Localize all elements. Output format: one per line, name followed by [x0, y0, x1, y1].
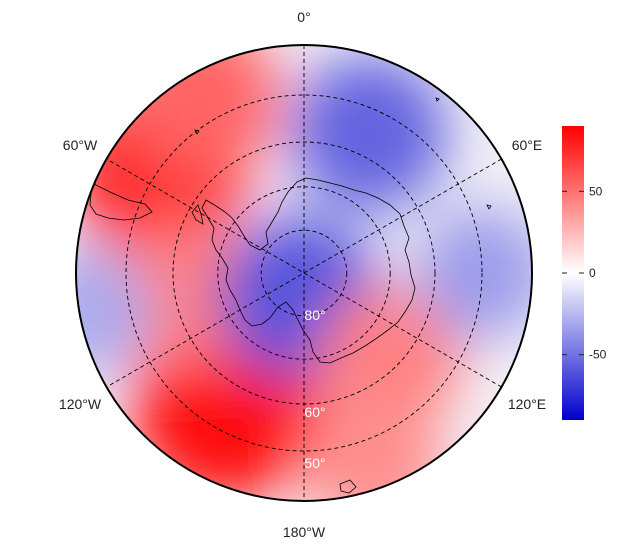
- lon-label-120e: 120°E: [508, 396, 546, 412]
- lon-label-0: 0°: [297, 9, 310, 25]
- coastlines: [89, 97, 492, 494]
- anomaly-blob: [124, 45, 281, 176]
- lat-label-50: 50°: [304, 455, 325, 471]
- colorbar: 50 0 -50: [562, 126, 607, 420]
- new-zealand-coast: [339, 479, 357, 494]
- colorbar-gradient: [562, 126, 584, 420]
- lon-label-180w: 180°W: [283, 524, 326, 540]
- colorbar-tick-label: -50: [589, 348, 607, 362]
- latitude-circle: [260, 229, 348, 317]
- latitude-circle: [217, 186, 391, 360]
- island-a: [194, 129, 200, 135]
- colorbar-tick-label: 0: [589, 266, 596, 280]
- anomaly-field: [76, 45, 532, 501]
- lat-label-80: 80°: [304, 307, 325, 323]
- latitude-circle: [125, 94, 483, 452]
- anomaly-blob: [291, 55, 448, 212]
- island-c: [435, 97, 440, 102]
- colorbar-ticks: 50 0 -50: [562, 184, 607, 362]
- map-boundary: [75, 44, 533, 502]
- graticule: [106, 45, 502, 501]
- lon-label-60w: 60°W: [63, 137, 98, 153]
- colorbar-tick-label: 50: [589, 184, 603, 198]
- meridian-line: [106, 158, 502, 388]
- lon-label-120w: 120°W: [59, 396, 102, 412]
- lat-label-60: 60°: [304, 404, 325, 420]
- lon-label-60e: 60°E: [512, 137, 543, 153]
- south-america-tip: [89, 182, 153, 221]
- anomaly-blob: [318, 287, 463, 432]
- anomaly-blob: [76, 247, 153, 374]
- antarctic-peninsula: [191, 204, 204, 225]
- antarctica-coastline: [201, 177, 416, 364]
- island-b: [486, 204, 492, 210]
- meridian-line: [106, 158, 502, 388]
